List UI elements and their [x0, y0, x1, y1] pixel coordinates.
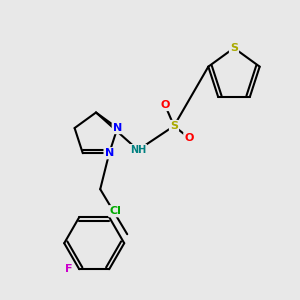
- Text: S: S: [230, 43, 238, 53]
- Text: N: N: [113, 123, 122, 133]
- Text: S: S: [170, 121, 178, 131]
- Text: Cl: Cl: [109, 206, 121, 216]
- Text: NH: NH: [130, 145, 146, 155]
- Text: O: O: [184, 133, 194, 143]
- Text: O: O: [160, 100, 170, 110]
- Text: F: F: [65, 264, 73, 274]
- Text: N: N: [105, 148, 114, 158]
